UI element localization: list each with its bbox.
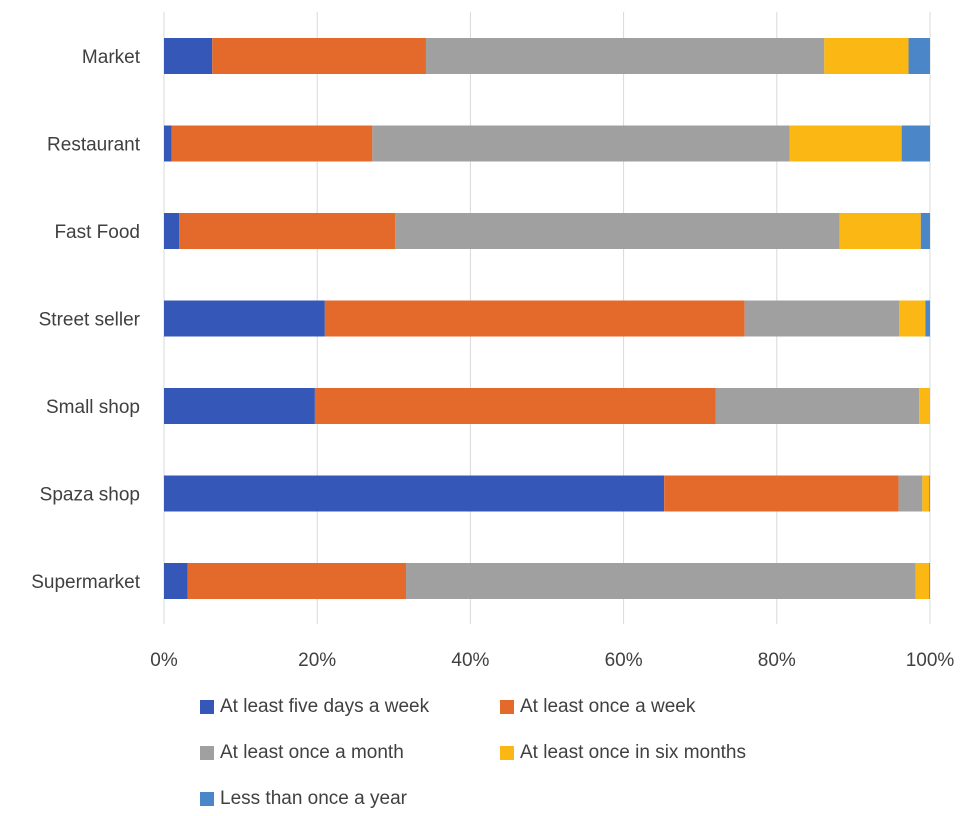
bar-segment <box>839 213 921 249</box>
x-tick-label: 20% <box>298 650 336 671</box>
category-label: Restaurant <box>47 135 141 156</box>
bar-segment <box>929 563 930 599</box>
category-labels: Market Restaurant Fast Food Street seller Sm… <box>31 47 140 593</box>
bar-segment <box>922 475 930 512</box>
legend-label: At least once a month <box>220 742 404 763</box>
bar-segment <box>164 563 188 599</box>
bar-segment <box>899 300 926 337</box>
bar-segment <box>164 475 665 512</box>
bar-segment <box>164 213 180 249</box>
category-label: Supermarket <box>31 572 140 593</box>
bar-segment <box>908 38 930 74</box>
bar-segment <box>425 38 825 74</box>
x-axis-tick-labels: 0% 20% 40% 60% 80% 100% <box>150 650 954 671</box>
legend-swatch <box>200 700 214 714</box>
legend-item: At least once a month <box>200 742 404 764</box>
bar-segment <box>789 125 902 162</box>
legend-label: At least once in six months <box>520 742 746 763</box>
legend-item: Less than once a year <box>200 788 407 810</box>
legend-swatch <box>200 746 214 760</box>
bar-segment <box>744 300 900 337</box>
x-tick-label: 60% <box>605 650 643 671</box>
category-label: Market <box>82 47 141 68</box>
bar-segment <box>187 563 407 599</box>
bar-segment <box>314 388 716 424</box>
bar-segment <box>171 125 373 162</box>
bar-segment <box>919 388 930 424</box>
bar-segment <box>664 475 899 512</box>
bar-segment <box>164 38 213 74</box>
category-label: Street seller <box>39 310 141 331</box>
legend-label: Less than once a year <box>220 788 407 809</box>
legend-item: At least five days a week <box>200 696 429 718</box>
x-tick-label: 80% <box>758 650 796 671</box>
legend-swatch <box>500 746 514 760</box>
bar-segment <box>395 213 840 249</box>
bar-segment <box>915 563 930 599</box>
category-label: Spaza shop <box>40 485 140 506</box>
bars <box>164 38 930 599</box>
legend-label: At least five days a week <box>220 696 430 717</box>
bar-segment <box>212 38 426 74</box>
bar-segment <box>920 213 930 249</box>
bar-segment <box>164 300 325 337</box>
stacked-bar-chart: Market Restaurant Fast Food Street seller Sm… <box>31 12 954 671</box>
bar-segment <box>179 213 396 249</box>
category-label: Small shop <box>46 397 140 418</box>
x-tick-label: 40% <box>451 650 489 671</box>
legend-swatch <box>200 792 214 806</box>
bar-segment <box>324 300 745 337</box>
bar-segment <box>898 475 923 512</box>
legend-item: At least once a week <box>500 696 695 718</box>
bar-segment <box>901 125 930 162</box>
bar-segment <box>824 38 909 74</box>
bar-segment <box>406 563 916 599</box>
legend-label: At least once a week <box>520 696 696 717</box>
bar-segment <box>164 388 315 424</box>
bar-segment <box>925 300 930 337</box>
x-tick-label: 100% <box>906 650 955 671</box>
bar-segment <box>372 125 790 162</box>
x-tick-label: 0% <box>150 650 178 671</box>
bar-segment <box>929 475 930 512</box>
bar-segment <box>164 125 172 162</box>
bar-segment <box>715 388 920 424</box>
legend-swatch <box>500 700 514 714</box>
legend-item: At least once in six months <box>500 742 746 764</box>
category-label: Fast Food <box>54 222 140 243</box>
